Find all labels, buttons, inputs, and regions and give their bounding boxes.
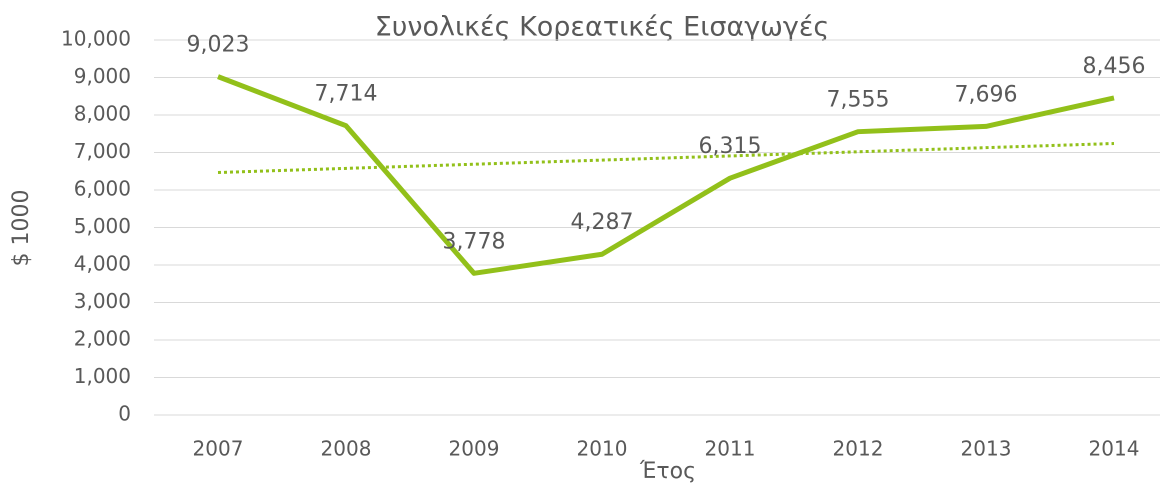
x-tick-label: 2012: [833, 437, 884, 461]
y-tick-label: 10,000: [61, 27, 131, 51]
x-tick-label: 2011: [705, 437, 756, 461]
y-axis-title: $ 1000: [9, 190, 34, 267]
x-tick-label: 2007: [193, 437, 244, 461]
data-label: 8,456: [1083, 54, 1146, 79]
data-label: 7,714: [315, 82, 378, 107]
y-tick-label: 5,000: [74, 214, 131, 238]
y-tick-label: 7,000: [74, 139, 131, 163]
y-tick-label: 6,000: [74, 177, 131, 201]
y-tick-label: 4,000: [74, 252, 131, 276]
y-tick-label: 0: [118, 402, 131, 426]
y-tick-label: 2,000: [74, 327, 131, 351]
y-tick-label: 8,000: [74, 102, 131, 126]
y-tick-label: 1,000: [74, 364, 131, 388]
x-axis-title: Έτος: [639, 459, 696, 484]
data-label: 7,696: [955, 82, 1018, 107]
y-tick-label: 3,000: [74, 289, 131, 313]
x-tick-label: 2014: [1089, 437, 1140, 461]
x-tick-label: 2009: [449, 437, 500, 461]
x-tick-label: 2013: [961, 437, 1012, 461]
data-line: [217, 74, 1115, 276]
x-tick-label: 2010: [577, 437, 628, 461]
chart-title: Συνολικές Κορεατικές Εισαγωγές: [375, 12, 830, 43]
x-tick-label: 2008: [321, 437, 372, 461]
data-label: 9,023: [187, 33, 250, 58]
trendline: [217, 142, 1115, 175]
data-label: 4,287: [571, 210, 634, 235]
y-tick-label: 9,000: [74, 64, 131, 88]
data-label: 7,555: [827, 88, 890, 113]
data-label: 3,778: [443, 229, 506, 254]
data-label: 6,315: [699, 134, 762, 159]
